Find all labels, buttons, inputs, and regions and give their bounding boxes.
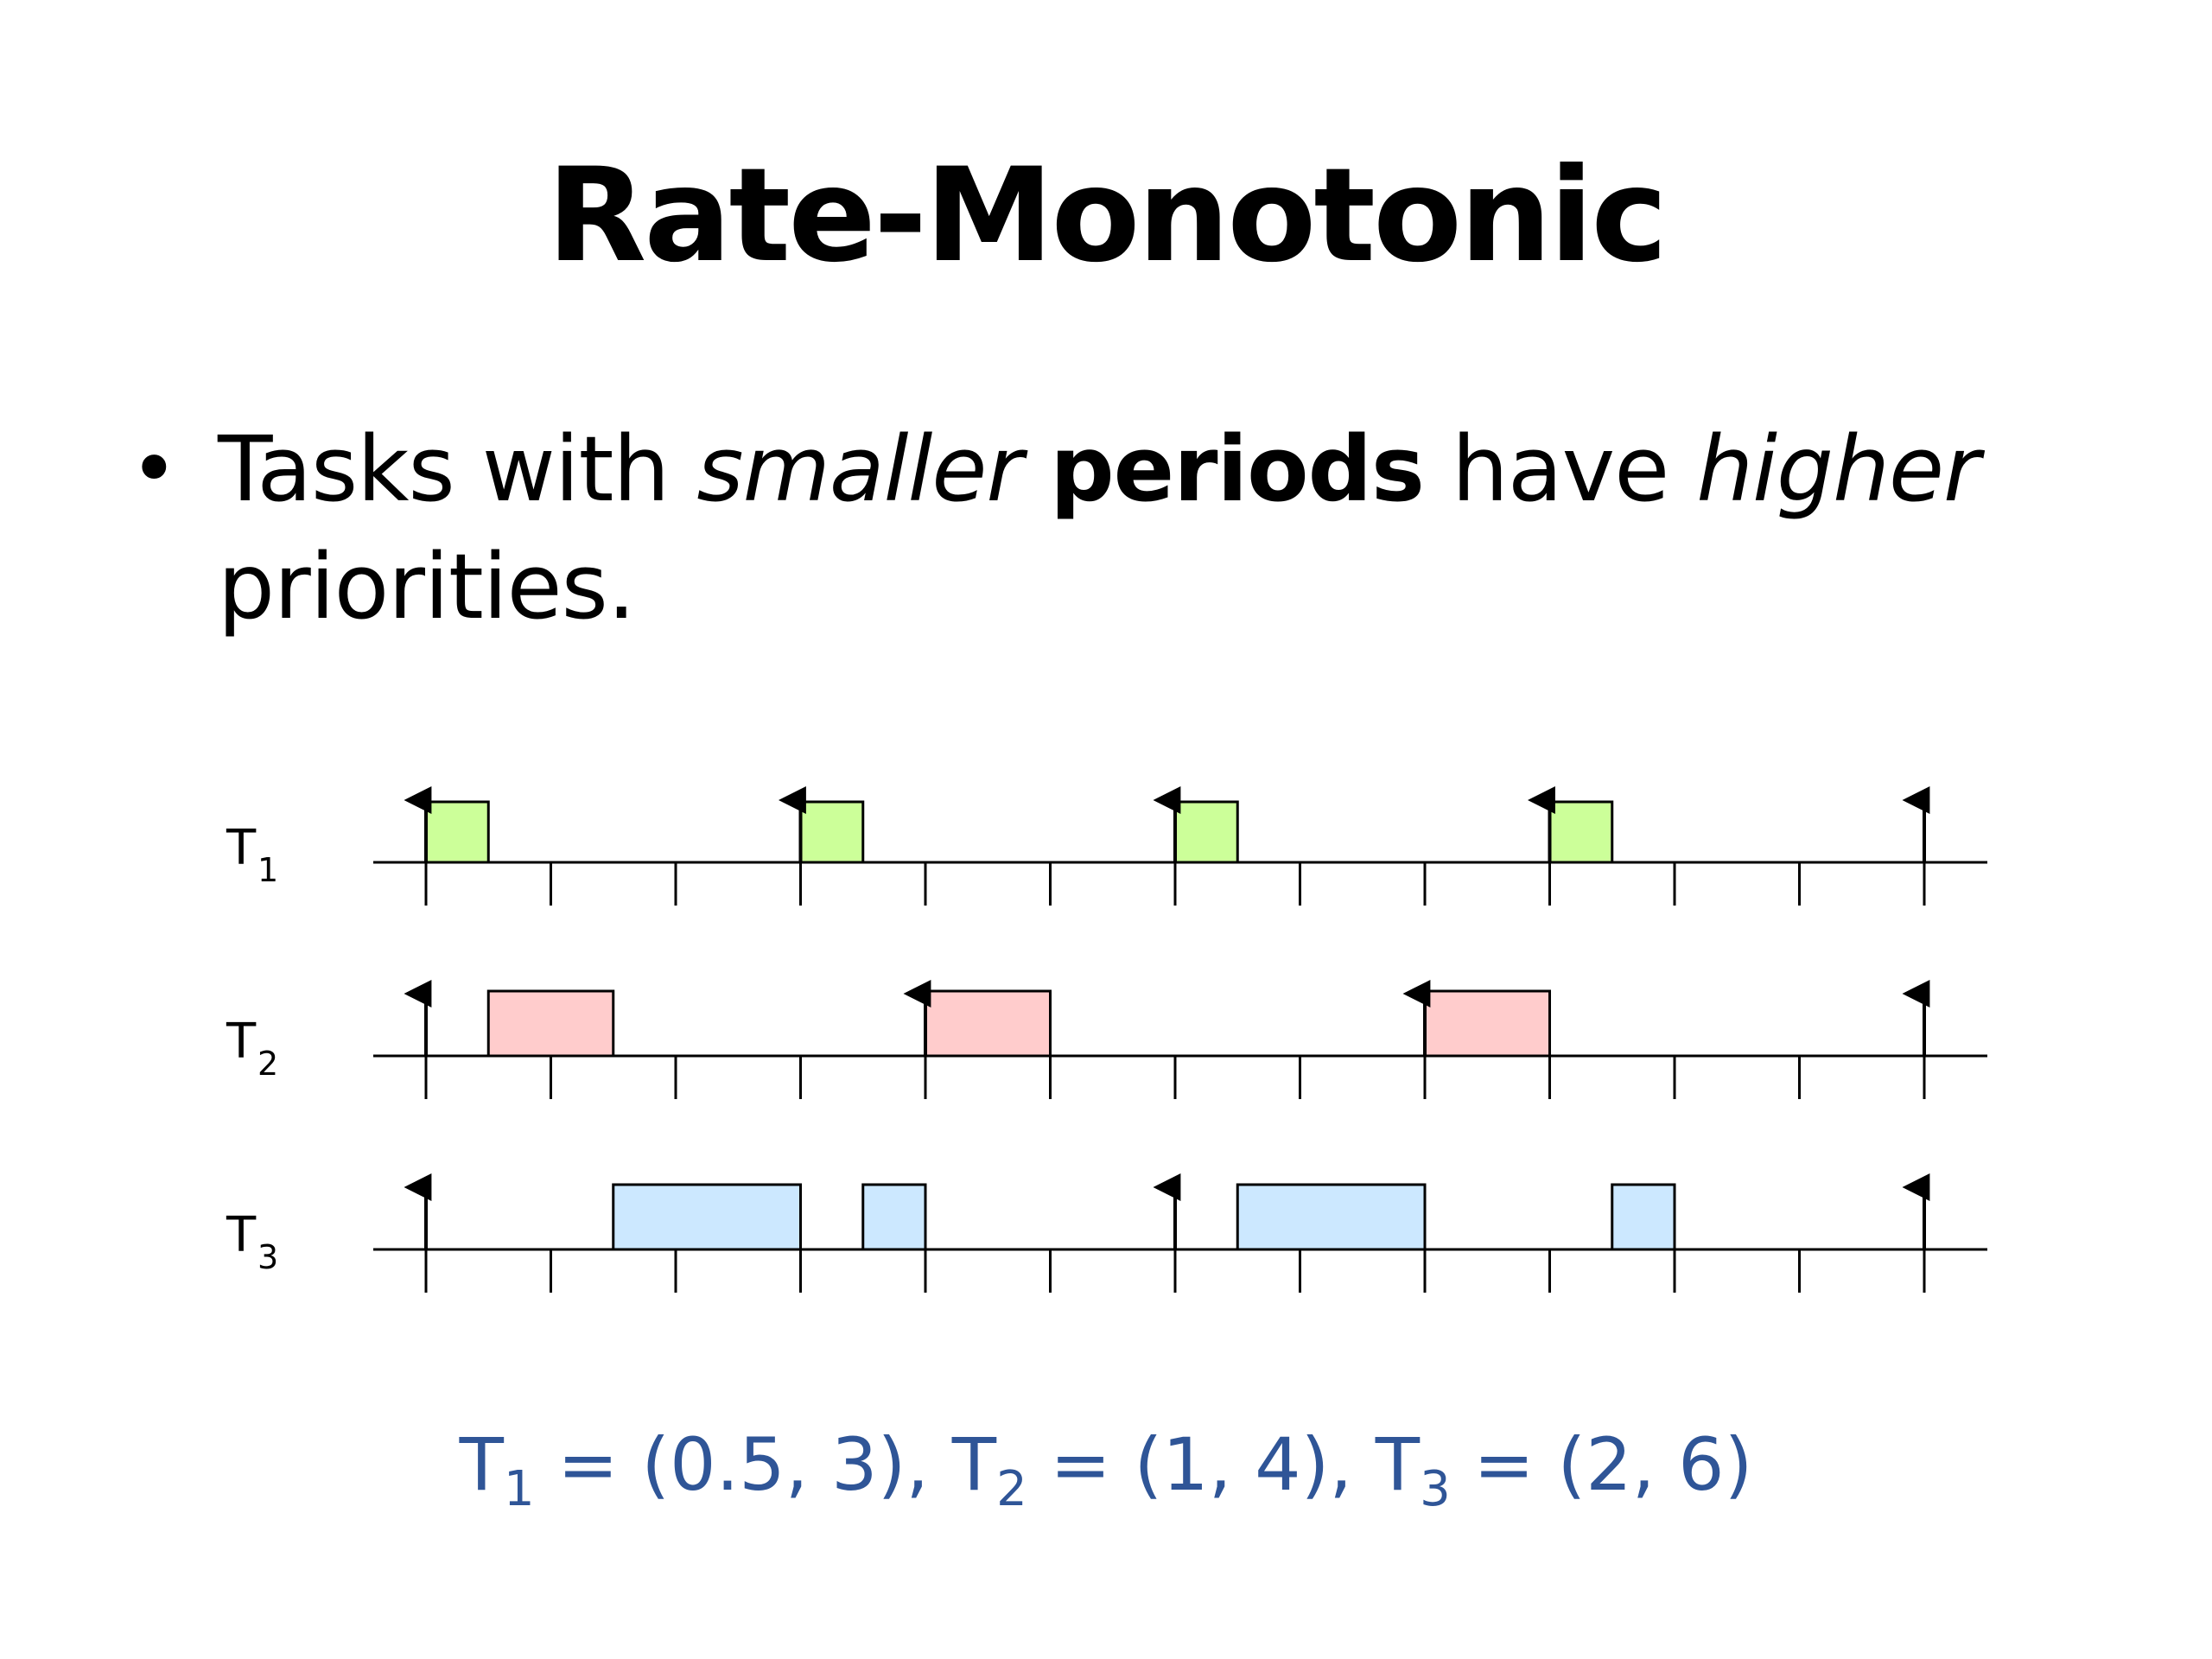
bullet-text-italic-smaller: smaller xyxy=(696,416,1023,522)
execution-block xyxy=(1236,1183,1427,1251)
execution-block xyxy=(861,1183,927,1251)
bullet-text: Tasks with smaller periods have higher p… xyxy=(218,410,2119,645)
timeline-rows: T 1T 2T 3 xyxy=(226,786,1987,1293)
formula-t1-sub: 1 xyxy=(503,1461,535,1517)
execution-block xyxy=(612,1183,802,1251)
execution-block xyxy=(799,800,865,864)
execution-block xyxy=(486,989,615,1058)
formula-t1: T xyxy=(459,1422,504,1507)
formula-t3: T xyxy=(1375,1422,1421,1507)
task-parameters: T1 = (0.5, 3), T2 = (1, 4), T3 = (2, 6) xyxy=(0,1417,2212,1514)
execution-block xyxy=(924,989,1052,1058)
execution-block xyxy=(424,800,490,864)
execution-block xyxy=(1611,1183,1676,1251)
execution-block xyxy=(1173,800,1239,864)
formula-t3-sub: 3 xyxy=(1420,1461,1451,1517)
task-label: T xyxy=(226,1207,257,1263)
task-label: T xyxy=(226,1014,257,1070)
formula-t1-value: = (0.5, 3), xyxy=(534,1422,952,1507)
bullet-dot-icon: • xyxy=(130,421,179,518)
task-label-subscript: 2 xyxy=(257,1045,278,1083)
bullet-text-italic-higher: higher xyxy=(1696,416,1980,522)
execution-block xyxy=(1548,800,1614,864)
formula-t2-sub: 2 xyxy=(996,1461,1027,1517)
slide-title: Rate-Monotonic xyxy=(546,141,1668,291)
execution-block xyxy=(1423,989,1551,1058)
task-label-subscript: 3 xyxy=(257,1238,278,1276)
bullet-text-part: have xyxy=(1423,416,1697,522)
bullet-text-part: priorities. xyxy=(218,534,636,639)
bullet-text-part: Tasks with xyxy=(218,416,697,522)
formula-t2-value: = (1, 4), xyxy=(1027,1422,1376,1507)
bullet-text-bold-periods: periods xyxy=(1050,416,1425,522)
formula-t3-value: = (2, 6) xyxy=(1450,1422,1753,1507)
task-label-subscript: 1 xyxy=(257,851,278,889)
task-label: T xyxy=(226,820,257,876)
formula-t2: T xyxy=(951,1422,997,1507)
